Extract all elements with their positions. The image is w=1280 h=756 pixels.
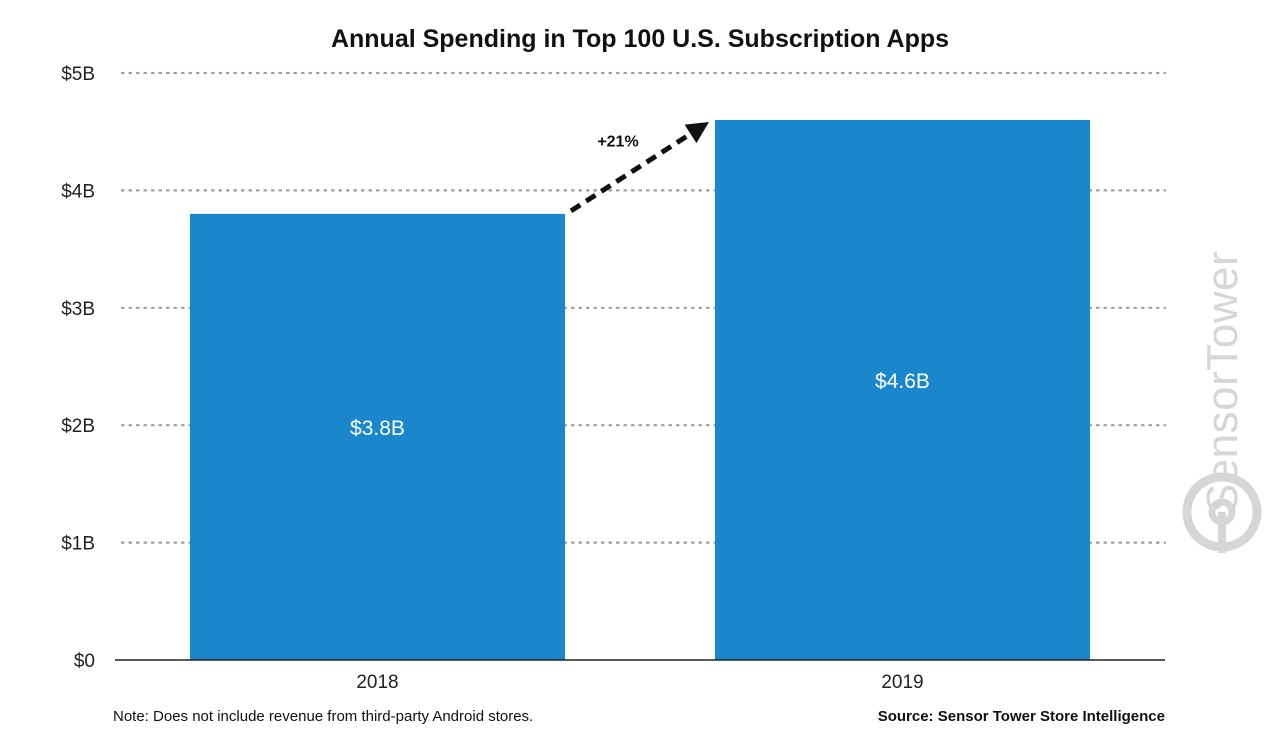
y-tick-label: $4B xyxy=(61,181,95,202)
y-tick-label: $5B xyxy=(61,64,95,85)
y-tick-label: $1B xyxy=(61,534,95,555)
chart-title: Annual Spending in Top 100 U.S. Subscrip… xyxy=(331,25,949,53)
footer-source: Source: Sensor Tower Store Intelligence xyxy=(878,708,1165,725)
bar-2019 xyxy=(715,119,1090,660)
growth-arrow-head xyxy=(684,121,709,144)
growth-label: +21% xyxy=(597,133,638,150)
growth-arrow-line xyxy=(569,131,692,213)
growth-annotation: +21% xyxy=(569,121,709,213)
x-tick-label: 2018 xyxy=(356,672,398,693)
watermark-text: SensorTower xyxy=(1198,251,1247,513)
y-tick-label: $2B xyxy=(61,416,95,437)
bar-value-label: $4.6B xyxy=(875,370,930,393)
bars: $3.8B $4.6B xyxy=(190,119,1090,660)
footer-note: Note: Does not include revenue from thir… xyxy=(113,708,533,725)
x-axis: 2018 2019 xyxy=(115,659,1165,693)
bar-2018 xyxy=(190,213,565,660)
y-axis: $0 $1B $2B $3B $4B $5B xyxy=(61,64,95,672)
bar-value-label: $3.8B xyxy=(350,417,405,440)
watermark: SensorTower xyxy=(1198,251,1247,513)
sensor-tower-logo-icon xyxy=(1182,472,1262,553)
y-tick-label: $3B xyxy=(61,299,95,320)
x-tick-label: 2019 xyxy=(881,672,923,693)
y-tick-label: $0 xyxy=(74,651,95,672)
